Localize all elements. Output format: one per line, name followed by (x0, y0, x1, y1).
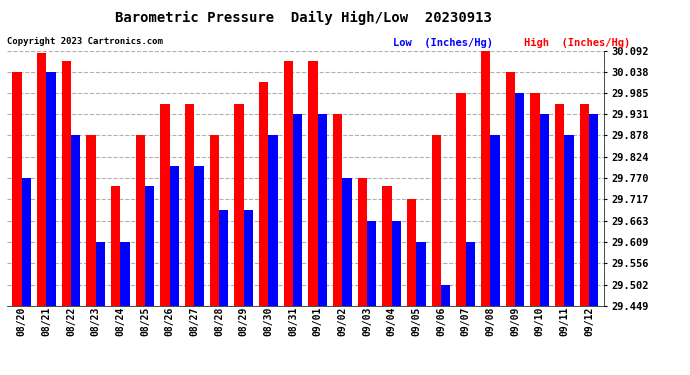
Bar (441, 285, 451, 306)
Bar (342, 178, 352, 306)
Bar (145, 186, 155, 306)
Bar (530, 93, 540, 306)
Bar (170, 166, 179, 306)
Bar (382, 186, 392, 306)
Bar (96, 242, 105, 306)
Bar (46, 72, 56, 306)
Text: Copyright 2023 Cartronics.com: Copyright 2023 Cartronics.com (7, 38, 163, 46)
Text: Low  (Inches/Hg): Low (Inches/Hg) (393, 38, 493, 48)
Bar (392, 221, 401, 306)
Bar (284, 62, 293, 306)
Bar (136, 135, 145, 306)
Bar (317, 114, 327, 306)
Bar (111, 186, 120, 306)
Bar (580, 104, 589, 306)
Text: Barometric Pressure  Daily High/Low  20230913: Barometric Pressure Daily High/Low 20230… (115, 11, 492, 26)
Text: High  (Inches/Hg): High (Inches/Hg) (524, 38, 631, 48)
Bar (540, 114, 549, 306)
Bar (432, 135, 441, 306)
Bar (12, 72, 21, 306)
Bar (21, 178, 31, 306)
Bar (515, 93, 524, 306)
Bar (195, 166, 204, 306)
Bar (219, 210, 228, 306)
Bar (333, 114, 342, 306)
Bar (416, 242, 426, 306)
Bar (466, 242, 475, 306)
Bar (589, 114, 598, 306)
Bar (235, 104, 244, 306)
Bar (407, 200, 416, 306)
Bar (210, 135, 219, 306)
Bar (555, 104, 564, 306)
Bar (481, 51, 491, 306)
Bar (564, 135, 573, 306)
Bar (160, 104, 170, 306)
Bar (456, 93, 466, 306)
Bar (244, 210, 253, 306)
Bar (293, 114, 302, 306)
Bar (259, 82, 268, 306)
Bar (367, 221, 376, 306)
Bar (308, 62, 317, 306)
Bar (120, 242, 130, 306)
Bar (86, 135, 96, 306)
Bar (268, 135, 277, 306)
Bar (185, 104, 195, 306)
Bar (61, 62, 71, 306)
Bar (491, 135, 500, 306)
Bar (71, 135, 81, 306)
Bar (37, 53, 46, 306)
Bar (506, 72, 515, 306)
Bar (357, 178, 367, 306)
